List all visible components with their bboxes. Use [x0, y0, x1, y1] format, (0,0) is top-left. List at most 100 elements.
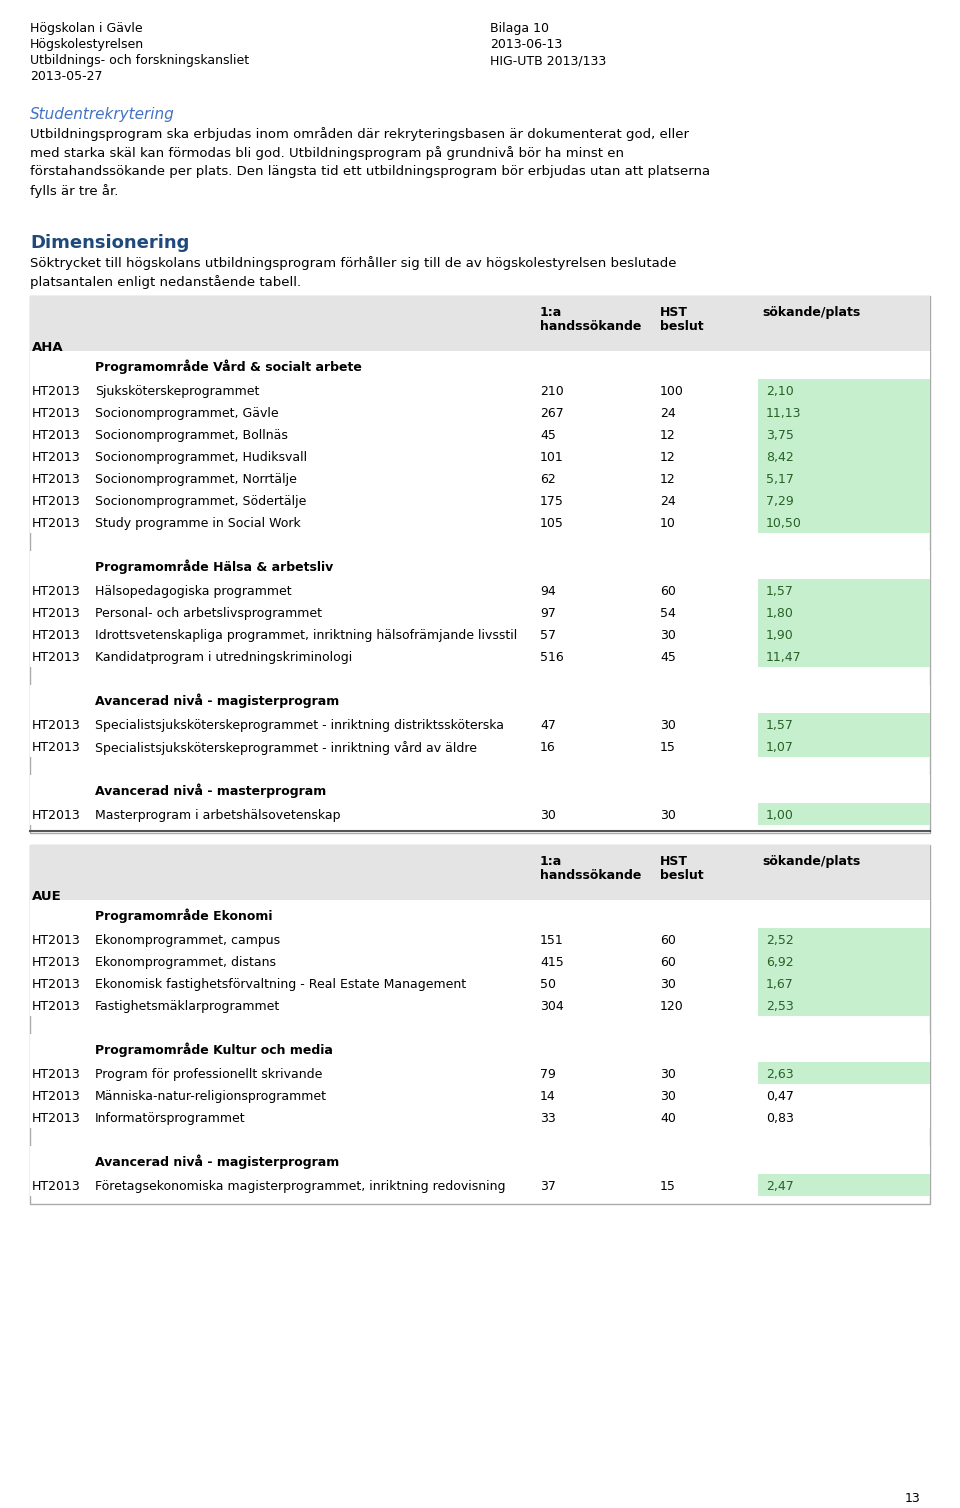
Text: 2013-05-27: 2013-05-27: [30, 69, 103, 83]
Bar: [30, 623, 930, 645]
Text: Personal- och arbetslivsprogrammet: Personal- och arbetslivsprogrammet: [95, 608, 322, 620]
Text: Socionomprogrammet, Gävle: Socionomprogrammet, Gävle: [95, 407, 278, 421]
Bar: [758, 645, 930, 667]
Text: Utbildnings- och forskningskansliet: Utbildnings- och forskningskansliet: [30, 54, 250, 66]
Text: 1,57: 1,57: [766, 719, 794, 731]
Bar: [758, 950, 930, 973]
Text: 2,47: 2,47: [766, 1179, 794, 1193]
Text: 12: 12: [660, 451, 676, 464]
Text: 415: 415: [540, 956, 564, 970]
Text: Socionomprogrammet, Norrtälje: Socionomprogrammet, Norrtälje: [95, 474, 297, 486]
Bar: [30, 1034, 930, 1062]
Text: 1:a: 1:a: [540, 855, 563, 869]
Text: 47: 47: [540, 719, 556, 731]
Text: HT2013: HT2013: [32, 808, 81, 822]
Text: 5,17: 5,17: [766, 474, 794, 486]
Text: 267: 267: [540, 407, 564, 421]
Text: AUE: AUE: [32, 890, 61, 903]
Text: Program för professionellt skrivande: Program för professionellt skrivande: [95, 1068, 323, 1081]
Text: 45: 45: [540, 428, 556, 442]
Text: 15: 15: [660, 740, 676, 754]
Bar: [758, 927, 930, 950]
Text: Avancerad nivå - masterprogram: Avancerad nivå - masterprogram: [95, 783, 326, 798]
Text: Ekonomprogrammet, campus: Ekonomprogrammet, campus: [95, 933, 280, 947]
Bar: [758, 973, 930, 994]
Text: 175: 175: [540, 495, 564, 508]
Text: 13: 13: [904, 1491, 920, 1505]
Text: platsantalen enligt nedanstående tabell.: platsantalen enligt nedanstående tabell.: [30, 274, 301, 290]
Text: 2,52: 2,52: [766, 933, 794, 947]
Text: 2,63: 2,63: [766, 1068, 794, 1081]
Text: 30: 30: [660, 1090, 676, 1102]
Bar: [30, 844, 930, 1203]
Text: 10: 10: [660, 517, 676, 529]
Text: 11,47: 11,47: [766, 651, 802, 664]
Text: 79: 79: [540, 1068, 556, 1081]
Bar: [30, 296, 930, 351]
Text: Avancerad nivå - magisterprogram: Avancerad nivå - magisterprogram: [95, 1154, 339, 1169]
Text: 7,29: 7,29: [766, 495, 794, 508]
Text: 1,67: 1,67: [766, 979, 794, 991]
Text: Programområde Vård & socialt arbete: Programområde Vård & socialt arbete: [95, 359, 362, 374]
Text: Utbildningsprogram ska erbjudas inom områden där rekryteringsbasen är dokumenter: Utbildningsprogram ska erbjudas inom omr…: [30, 127, 689, 140]
Bar: [30, 1146, 930, 1175]
Text: Socionomprogrammet, Bollnäs: Socionomprogrammet, Bollnäs: [95, 428, 288, 442]
Text: Dimensionering: Dimensionering: [30, 234, 189, 252]
Text: HT2013: HT2013: [32, 585, 81, 599]
Text: HT2013: HT2013: [32, 1000, 81, 1013]
Bar: [30, 1105, 930, 1128]
Text: 0,83: 0,83: [766, 1111, 794, 1125]
Text: 62: 62: [540, 474, 556, 486]
Text: HT2013: HT2013: [32, 1090, 81, 1102]
Text: 30: 30: [540, 808, 556, 822]
Bar: [30, 645, 930, 667]
Text: 101: 101: [540, 451, 564, 464]
Text: 1,57: 1,57: [766, 585, 794, 599]
Text: Socionomprogrammet, Södertälje: Socionomprogrammet, Södertälje: [95, 495, 306, 508]
Bar: [30, 579, 930, 602]
Text: 24: 24: [660, 495, 676, 508]
Bar: [30, 445, 930, 467]
Text: Företagsekonomiska magisterprogrammet, inriktning redovisning: Företagsekonomiska magisterprogrammet, i…: [95, 1179, 506, 1193]
Bar: [30, 550, 930, 579]
Text: 94: 94: [540, 585, 556, 599]
Text: 151: 151: [540, 933, 564, 947]
Text: handssökande: handssökande: [540, 320, 641, 333]
Text: 30: 30: [660, 719, 676, 731]
Bar: [30, 511, 930, 532]
Text: 30: 30: [660, 629, 676, 642]
Text: 30: 30: [660, 808, 676, 822]
Text: 45: 45: [660, 651, 676, 664]
Text: HT2013: HT2013: [32, 1179, 81, 1193]
Text: Kandidatprogram i utredningskriminologi: Kandidatprogram i utredningskriminologi: [95, 651, 352, 664]
Text: 60: 60: [660, 933, 676, 947]
Text: 15: 15: [660, 1179, 676, 1193]
Text: Specialistsjuksköterskeprogrammet - inriktning vård av äldre: Specialistsjuksköterskeprogrammet - inri…: [95, 740, 477, 756]
Text: HT2013: HT2013: [32, 517, 81, 529]
Bar: [758, 445, 930, 467]
Text: 120: 120: [660, 1000, 684, 1013]
Text: 10,50: 10,50: [766, 517, 802, 529]
Text: sökande/plats: sökande/plats: [762, 306, 860, 320]
Text: handssökande: handssökande: [540, 869, 641, 882]
Text: 11,13: 11,13: [766, 407, 802, 421]
Text: 1,07: 1,07: [766, 740, 794, 754]
Text: sökande/plats: sökande/plats: [762, 855, 860, 869]
Bar: [30, 1084, 930, 1105]
Text: 30: 30: [660, 979, 676, 991]
Bar: [30, 775, 930, 802]
Text: HT2013: HT2013: [32, 651, 81, 664]
Text: 16: 16: [540, 740, 556, 754]
Bar: [758, 1062, 930, 1084]
Bar: [758, 579, 930, 602]
Text: 516: 516: [540, 651, 564, 664]
Text: 54: 54: [660, 608, 676, 620]
Text: Specialistsjuksköterskeprogrammet - inriktning distriktssköterska: Specialistsjuksköterskeprogrammet - inri…: [95, 719, 504, 731]
Text: Avancerad nivå - magisterprogram: Avancerad nivå - magisterprogram: [95, 694, 339, 707]
Text: 6,92: 6,92: [766, 956, 794, 970]
Text: 1,90: 1,90: [766, 629, 794, 642]
Text: Idrottsvetenskapliga programmet, inriktning hälsofrämjande livsstil: Idrottsvetenskapliga programmet, inriktn…: [95, 629, 517, 642]
Text: 60: 60: [660, 956, 676, 970]
Bar: [758, 994, 930, 1016]
Text: fylls är tre år.: fylls är tre år.: [30, 184, 118, 198]
